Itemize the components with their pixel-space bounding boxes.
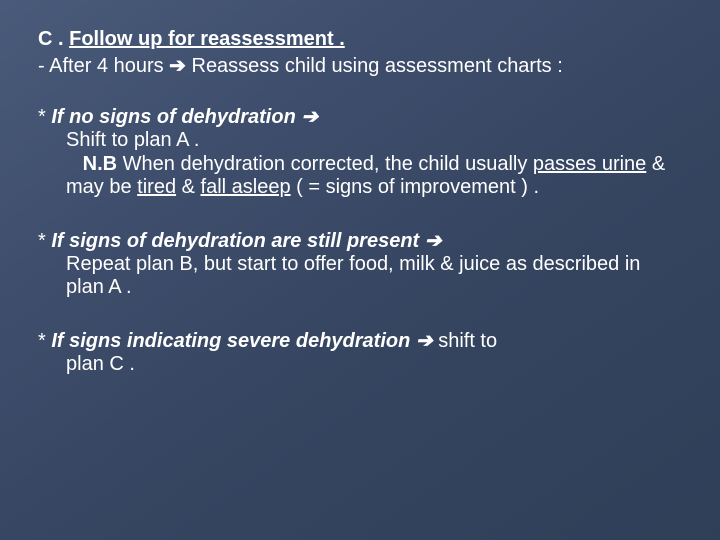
bullet-star: *	[38, 330, 51, 352]
u-fall-asleep: fall asleep	[201, 176, 291, 198]
section-heading: C . Follow up for reassessment .	[38, 28, 682, 51]
arrow-icon: ➔	[301, 106, 318, 128]
heading-title: Follow up for reassessment .	[69, 28, 345, 50]
arrow-icon: ➔	[425, 230, 442, 252]
block2-lead-text: If signs of dehydration are still presen…	[51, 230, 424, 252]
block-still-present: * If signs of dehydration are still pres…	[38, 228, 682, 300]
nb-pre	[66, 153, 83, 175]
slide-content: C . Follow up for reassessment . - After…	[0, 0, 720, 540]
arrow-icon: ➔	[416, 330, 433, 352]
block1-body: Shift to plan A . N.B When dehydration c…	[66, 129, 682, 200]
block-no-signs: * If no signs of dehydration ➔ Shift to …	[38, 104, 682, 200]
nb-post: When dehydration corrected, the child us…	[117, 153, 533, 175]
block2-lead: * If signs of dehydration are still pres…	[38, 228, 682, 253]
block1-lead: * If no signs of dehydration ➔	[38, 104, 682, 129]
block-severe: * If signs indicating severe dehydration…	[38, 328, 682, 377]
block1-line1: Shift to plan A .	[66, 129, 199, 151]
block2-body: Repeat plan B, but start to offer food, …	[66, 253, 682, 300]
block3-lead: * If signs indicating severe dehydration…	[38, 328, 682, 353]
tail: ( = signs of improvement ) .	[291, 176, 539, 198]
bullet-star: *	[38, 106, 51, 128]
after-prefix: - After 4 hours	[38, 55, 169, 77]
bullet-star: *	[38, 230, 51, 252]
mid2: &	[176, 176, 200, 198]
u-passes-urine: passes urine	[533, 153, 646, 175]
block3-lead-text: If signs indicating severe dehydration	[51, 330, 416, 352]
heading-prefix: C .	[38, 28, 69, 50]
block1-lead-text: If no signs of dehydration	[51, 106, 301, 128]
u-tired: tired	[137, 176, 176, 198]
after-suffix: Reassess child using assessment charts :	[186, 55, 563, 77]
block3-body: plan C .	[66, 353, 682, 377]
block3-shift: shift to	[433, 330, 497, 352]
arrow-icon: ➔	[169, 55, 186, 77]
heading-subline: - After 4 hours ➔ Reassess child using a…	[38, 53, 682, 78]
nb-label: N.B	[83, 153, 117, 175]
